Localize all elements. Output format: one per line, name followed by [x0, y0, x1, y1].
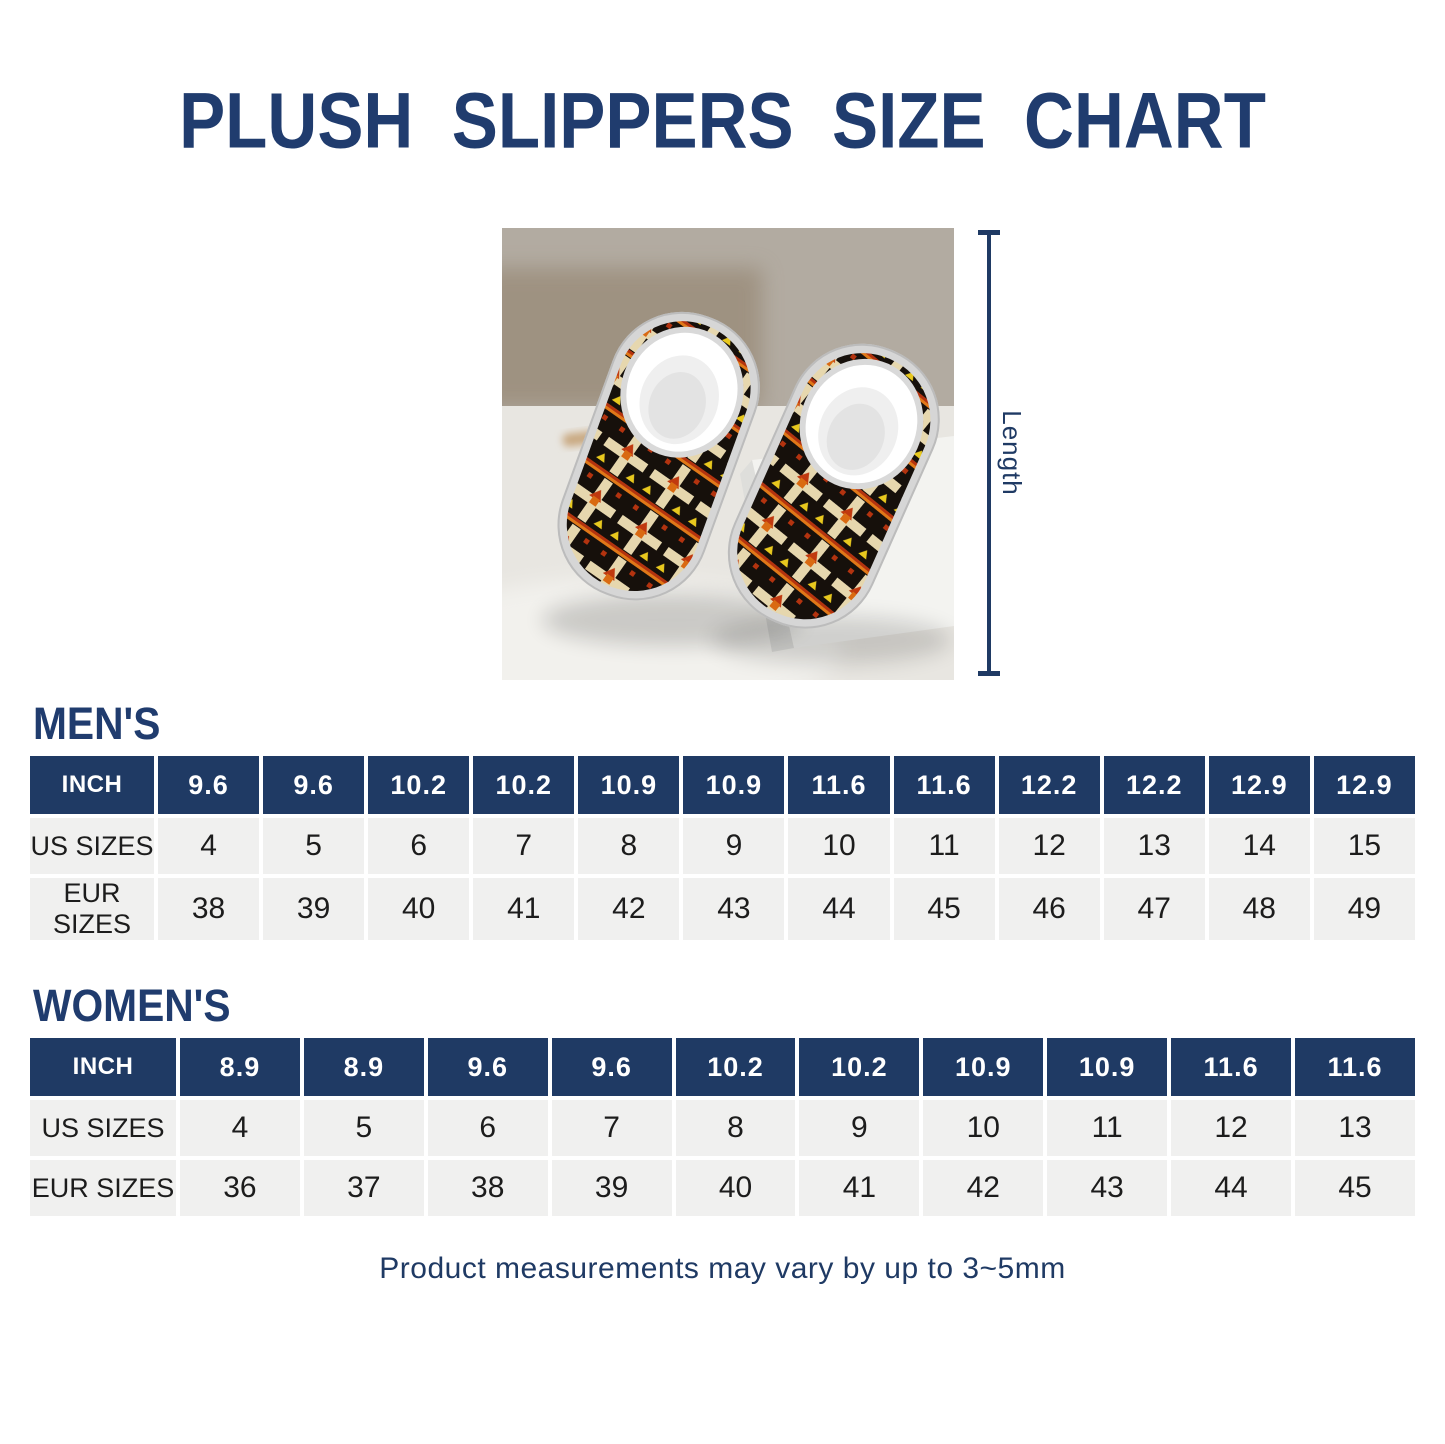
page-title: PLUSH SLIPPERS SIZE CHART: [179, 77, 1266, 166]
inch-value-cell: 8.9: [180, 1038, 300, 1096]
us-size-row-label: US SIZES: [30, 1100, 176, 1156]
eur-size-value-cell: 49: [1313, 878, 1415, 940]
inch-value-cell: 9.6: [158, 756, 260, 814]
inch-value-cell: 10.9: [683, 756, 785, 814]
us-size-value-cell: 11: [893, 818, 995, 874]
eur-size-row: EUR SIZES 38 39 40 41 42 43 44 45 46 47 48 49: [30, 878, 1415, 940]
inch-value-cell: 12.2: [1103, 756, 1205, 814]
eur-size-value-cell: 38: [427, 1160, 548, 1216]
us-size-value-cell: 12: [1171, 1100, 1292, 1156]
eur-size-value-cell: 38: [158, 878, 260, 940]
eur-size-value-cell: 39: [551, 1160, 672, 1216]
inch-value-cell: 10.9: [1047, 1038, 1168, 1096]
us-size-value-cell: 11: [1047, 1100, 1168, 1156]
inch-value-cell: 10.2: [473, 756, 575, 814]
inch-value-cell: 10.2: [368, 756, 470, 814]
us-size-value-cell: 5: [303, 1100, 424, 1156]
us-size-value-cell: 6: [368, 818, 470, 874]
inch-value-cell: 11.6: [893, 756, 995, 814]
eur-size-value-cell: 40: [368, 878, 470, 940]
inch-value-cell: 9.6: [427, 1038, 548, 1096]
eur-size-value-cell: 44: [788, 878, 890, 940]
eur-size-value-cell: 45: [893, 878, 995, 940]
inch-value-cell: 10.2: [675, 1038, 796, 1096]
inch-value-cell: 12.9: [1313, 756, 1415, 814]
eur-size-value-cell: 42: [578, 878, 680, 940]
us-size-value-cell: 4: [158, 818, 260, 874]
us-size-value-cell: 7: [551, 1100, 672, 1156]
us-size-value-cell: 7: [473, 818, 575, 874]
footer-note: Product measurements may vary by up to 3…: [379, 1252, 1066, 1285]
eur-size-value-cell: 42: [923, 1160, 1044, 1216]
womens-size-table: INCH 8.9 8.9 9.6 9.6 10.2 10.2 10.9 10.9 11.6 11.6…: [26, 1034, 1419, 1220]
length-bottom-cap: [978, 671, 1000, 676]
us-size-row: US SIZES 4 5 6 7 8 9 10 11 12 13: [30, 1100, 1415, 1156]
inch-value-cell: 8.9: [303, 1038, 424, 1096]
us-size-value-cell: 15: [1313, 818, 1415, 874]
eur-size-value-cell: 41: [473, 878, 575, 940]
eur-size-row-label: EUR SIZES: [30, 878, 154, 940]
us-size-value-cell: 10: [923, 1100, 1044, 1156]
us-size-value-cell: 14: [1208, 818, 1310, 874]
us-size-row-label: US SIZES: [30, 818, 154, 874]
eur-size-value-cell: 44: [1171, 1160, 1292, 1216]
inch-value-cell: 10.9: [578, 756, 680, 814]
inch-value-cell: 11.6: [788, 756, 890, 814]
length-label: Length: [997, 410, 1027, 496]
inch-value-cell: 10.9: [923, 1038, 1044, 1096]
mens-heading: MEN'S: [33, 698, 161, 749]
eur-size-row: EUR SIZES 36 37 38 39 40 41 42 43 44 45: [30, 1160, 1415, 1216]
us-size-value-cell: 6: [427, 1100, 548, 1156]
inch-row: INCH 9.6 9.6 10.2 10.2 10.9 10.9 11.6 11.6 12.2 12…: [30, 756, 1415, 814]
eur-size-value-cell: 46: [998, 878, 1100, 940]
inch-row: INCH 8.9 8.9 9.6 9.6 10.2 10.2 10.9 10.9 11.6 11.6: [30, 1038, 1415, 1096]
product-photo: [402, 228, 965, 718]
eur-size-value-cell: 36: [180, 1160, 300, 1216]
inch-row-label: INCH: [30, 1038, 176, 1096]
mens-size-table: INCH 9.6 9.6 10.2 10.2 10.9 10.9 11.6 11.6 12.2 12…: [26, 752, 1419, 944]
eur-size-value-cell: 39: [263, 878, 365, 940]
inch-value-cell: 12.2: [998, 756, 1100, 814]
eur-size-value-cell: 37: [303, 1160, 424, 1216]
eur-size-value-cell: 40: [675, 1160, 796, 1216]
inch-value-cell: 11.6: [1171, 1038, 1292, 1096]
us-size-value-cell: 5: [263, 818, 365, 874]
womens-heading: WOMEN'S: [33, 980, 231, 1031]
inch-value-cell: 12.9: [1208, 756, 1310, 814]
us-size-value-cell: 13: [1103, 818, 1205, 874]
inch-value-cell: 9.6: [263, 756, 365, 814]
eur-size-value-cell: 47: [1103, 878, 1205, 940]
us-size-value-cell: 10: [788, 818, 890, 874]
eur-size-row-label: EUR SIZES: [30, 1160, 176, 1216]
us-size-value-cell: 13: [1295, 1100, 1415, 1156]
us-size-value-cell: 9: [683, 818, 785, 874]
eur-size-value-cell: 45: [1295, 1160, 1415, 1216]
inch-value-cell: 10.2: [799, 1038, 920, 1096]
length-measure-line: Length: [968, 230, 1032, 676]
inch-value-cell: 9.6: [551, 1038, 672, 1096]
us-size-row: US SIZES 4 5 6 7 8 9 10 11 12 13 14 15: [30, 818, 1415, 874]
us-size-value-cell: 8: [578, 818, 680, 874]
inch-value-cell: 11.6: [1295, 1038, 1415, 1096]
eur-size-value-cell: 48: [1208, 878, 1310, 940]
us-size-value-cell: 4: [180, 1100, 300, 1156]
us-size-value-cell: 8: [675, 1100, 796, 1156]
eur-size-value-cell: 41: [799, 1160, 920, 1216]
slippers-photo-illustration: [402, 228, 965, 718]
length-vertical-line: [987, 232, 991, 674]
inch-row-label: INCH: [30, 756, 154, 814]
us-size-value-cell: 9: [799, 1100, 920, 1156]
eur-size-value-cell: 43: [1047, 1160, 1168, 1216]
us-size-value-cell: 12: [998, 818, 1100, 874]
eur-size-value-cell: 43: [683, 878, 785, 940]
